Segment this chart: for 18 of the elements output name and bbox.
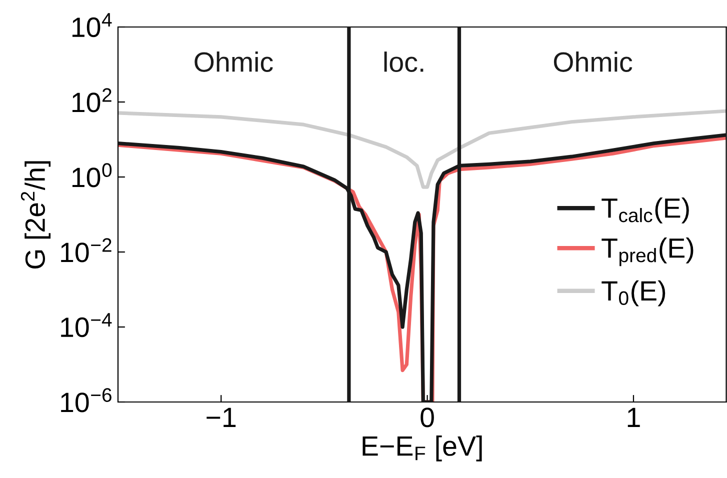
y-tick-label: 10$^{4}$ <box>72 13 112 38</box>
line-series <box>118 109 726 189</box>
legend-label: T$_{calc}$(E) <box>602 198 689 224</box>
y-tick-label: 10$^{−6}$ <box>61 388 112 412</box>
legend-label: T$_{0}$(E) <box>602 280 666 306</box>
x-tick-label: 0 <box>420 408 434 428</box>
y-tick-label: 10$^{−2}$ <box>61 238 112 262</box>
annotation: Ohmic <box>554 52 632 72</box>
y-tick-label: 10$^{0}$ <box>72 163 112 188</box>
legend-label: T$_{pred}$(E) <box>602 238 694 266</box>
x-tick-label: −1 <box>206 408 236 427</box>
annotation: loc. <box>384 52 424 72</box>
x-axis-title: E−E$_{F}$ [eV] <box>362 436 482 462</box>
y-tick-label: 10$^{−4}$ <box>61 313 112 338</box>
annotation: Ohmic <box>194 52 273 72</box>
y-tick-label: 10$^{2}$ <box>72 88 112 112</box>
y-axis-title: G [2e$^{2}$/h] <box>20 161 51 269</box>
x-tick-label: 1 <box>628 408 640 427</box>
